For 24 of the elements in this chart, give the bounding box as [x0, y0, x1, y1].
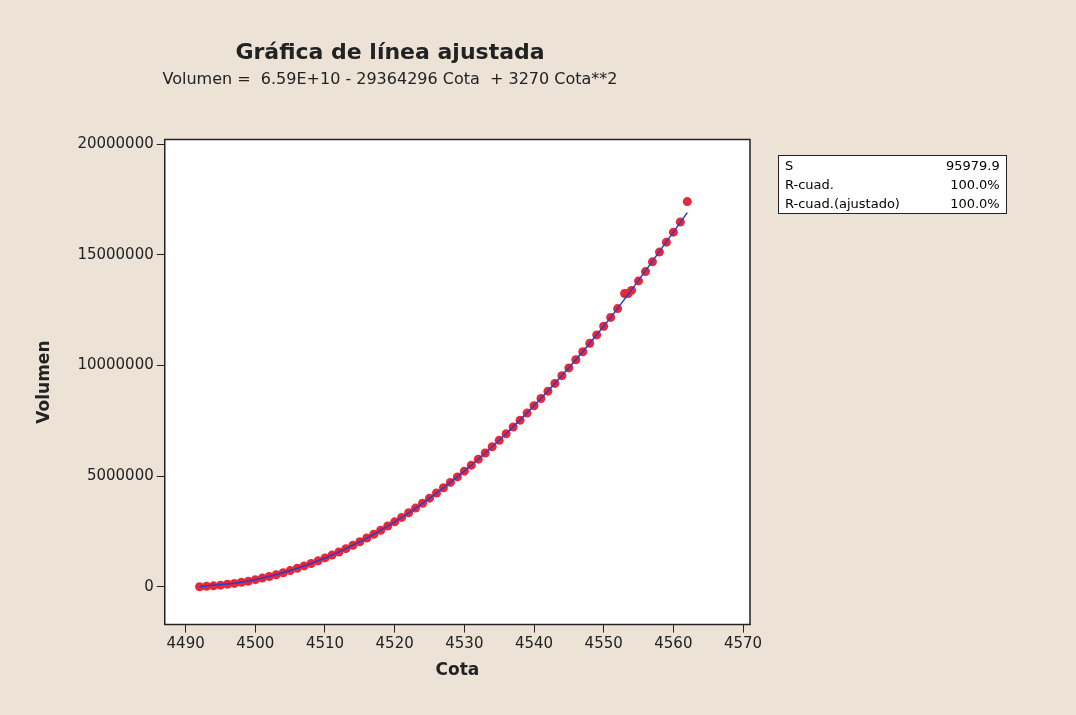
- x-tick-label: 4530: [445, 634, 484, 653]
- text: 100.0%: [949, 176, 1001, 194]
- text: S: [784, 157, 795, 175]
- text: R-cuad.: [784, 176, 835, 194]
- chart-subtitle: Volumen = 6.59E+10 - 29364296 Cota + 3270 Cota**2: [162, 69, 618, 89]
- x-tick-label: 4550: [584, 634, 623, 653]
- y-tick-label: 15000000: [77, 244, 154, 263]
- x-tick-label: 4520: [375, 634, 414, 653]
- y-tick-label: 5000000: [86, 466, 154, 485]
- text: R-cuad.(ajustado): [784, 195, 901, 213]
- x-tick-label: 4560: [654, 634, 693, 653]
- x-tick-label: 4500: [236, 634, 275, 653]
- x-tick-label: 4570: [723, 634, 763, 653]
- x-axis-title: Cota: [435, 659, 480, 680]
- x-tick-label: 4490: [166, 634, 205, 653]
- x-tick-label: 4510: [305, 634, 345, 653]
- text: 100.0%: [949, 195, 1001, 213]
- chart-title: Gráfica de línea ajustada: [235, 38, 545, 64]
- x-tick-label: 4540: [514, 634, 554, 653]
- text: 95979.9: [944, 157, 1001, 175]
- y-tick-label: 20000000: [77, 133, 154, 152]
- y-axis-title: Volumen: [32, 340, 53, 424]
- y-tick-label: 10000000: [77, 355, 154, 374]
- y-tick-label: 0: [144, 576, 154, 595]
